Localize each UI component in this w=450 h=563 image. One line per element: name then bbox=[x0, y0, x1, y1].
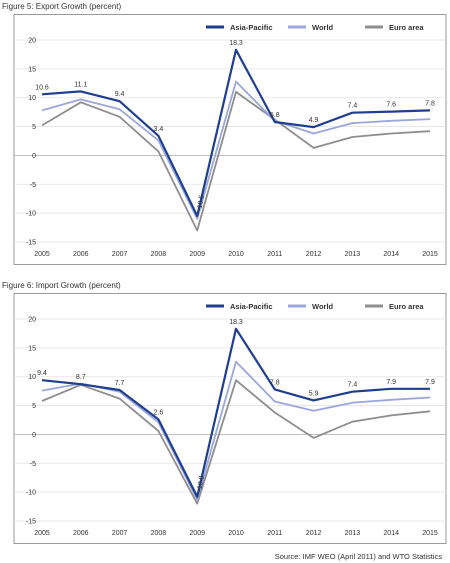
y-tick-label: -15 bbox=[26, 240, 36, 247]
data-label: 4.9 bbox=[309, 117, 319, 124]
x-tick-label: 2006 bbox=[73, 530, 89, 537]
data-label: -10.5 bbox=[196, 194, 206, 211]
y-tick-label: 15 bbox=[28, 345, 36, 352]
series-line-euro-area bbox=[41, 91, 431, 232]
x-tick-label: 2007 bbox=[112, 251, 128, 258]
y-tick-label: 5 bbox=[32, 403, 36, 410]
chart-frame bbox=[13, 293, 447, 544]
chart-frame bbox=[13, 14, 447, 265]
y-tick-label: 10 bbox=[28, 95, 36, 102]
x-tick-label: 2015 bbox=[422, 530, 438, 537]
data-label: 11.1 bbox=[74, 81, 87, 88]
x-tick-label: 2005 bbox=[34, 251, 50, 258]
data-label: 7.9 bbox=[386, 379, 396, 386]
legend-label: World bbox=[312, 302, 334, 311]
x-tick-label: 2007 bbox=[112, 530, 128, 537]
y-tick-label: -15 bbox=[26, 519, 36, 526]
x-tick-label: 2005 bbox=[34, 530, 50, 537]
x-tick-label: 2008 bbox=[151, 530, 167, 537]
y-tick-label: 5 bbox=[32, 124, 36, 131]
y-tick-label: 20 bbox=[28, 317, 36, 324]
x-tick-label: 2011 bbox=[267, 251, 282, 258]
x-tick-label: 2014 bbox=[383, 251, 399, 258]
data-label: 9.4 bbox=[37, 370, 47, 377]
legend-item-asia-pacific: Asia-Pacific bbox=[206, 302, 273, 311]
x-tick-label: 2006 bbox=[73, 251, 89, 258]
series-line-asia-pacific bbox=[41, 48, 431, 218]
y-tick-label: -5 bbox=[30, 182, 36, 189]
y-tick-label: -10 bbox=[26, 211, 36, 218]
y-tick-label: 0 bbox=[32, 432, 36, 439]
legend-label: Euro area bbox=[389, 302, 424, 311]
data-label: 18.3 bbox=[229, 40, 243, 47]
x-tick-label: 2012 bbox=[306, 530, 322, 537]
legend-item-world: World bbox=[288, 23, 334, 32]
x-tick-label: 2009 bbox=[189, 251, 205, 258]
legend-label: Euro area bbox=[389, 23, 424, 32]
legend-item-asia-pacific: Asia-Pacific bbox=[206, 23, 273, 32]
data-label: 18.3 bbox=[229, 319, 243, 326]
legend-item-euro-area: Euro area bbox=[365, 23, 424, 32]
x-tick-label: 2015 bbox=[422, 251, 438, 258]
data-label: 7.4 bbox=[348, 103, 358, 110]
data-label: 7.9 bbox=[425, 379, 435, 386]
data-label: 7.8 bbox=[425, 100, 435, 107]
data-label: 7.7 bbox=[115, 380, 125, 387]
data-label: 7.4 bbox=[348, 382, 358, 389]
source-note: Source: IMF WEO (April 2011) and WTO Sta… bbox=[274, 552, 442, 561]
figure-5-title: Figure 5: Export Growth (percent) bbox=[2, 2, 122, 11]
data-label: 7.6 bbox=[386, 102, 396, 109]
legend-label: Asia-Pacific bbox=[230, 302, 273, 311]
data-label: 10.6 bbox=[35, 84, 49, 91]
x-tick-label: 2013 bbox=[345, 530, 361, 537]
data-label: 8.7 bbox=[76, 374, 86, 381]
data-label: 7.8 bbox=[270, 379, 280, 386]
data-label: 3.4 bbox=[154, 126, 164, 133]
y-tick-label: -5 bbox=[30, 461, 36, 468]
x-tick-label: 2011 bbox=[267, 530, 282, 537]
legend-item-euro-area: Euro area bbox=[365, 302, 424, 311]
data-label: -10.8 bbox=[196, 475, 206, 492]
data-label: 5.9 bbox=[309, 390, 319, 397]
data-label: 9.4 bbox=[115, 91, 125, 98]
legend-label: Asia-Pacific bbox=[230, 23, 273, 32]
data-label: 5.8 bbox=[270, 112, 280, 119]
x-tick-label: 2012 bbox=[306, 251, 322, 258]
x-tick-label: 2013 bbox=[345, 251, 361, 258]
export-growth-chart: 20 15 10 5 0 -5 -10 -15 2005 2006 2007 2008 2009 2010… bbox=[2, 14, 448, 269]
y-tick-label: 10 bbox=[28, 374, 36, 381]
y-tick-label: -10 bbox=[26, 490, 36, 497]
x-tick-label: 2008 bbox=[151, 251, 167, 258]
legend-label: World bbox=[312, 23, 334, 32]
series-line-euro-area bbox=[41, 379, 431, 505]
x-tick-label: 2010 bbox=[228, 251, 244, 258]
x-tick-label: 2009 bbox=[189, 530, 205, 537]
data-label: 2.6 bbox=[154, 409, 164, 416]
x-tick-label: 2010 bbox=[228, 530, 244, 537]
y-tick-label: 20 bbox=[28, 38, 36, 45]
series-line-asia-pacific bbox=[41, 327, 430, 498]
legend-item-world: World bbox=[288, 302, 334, 311]
figure-6-title: Figure 6: Import Growth (percent) bbox=[2, 281, 121, 290]
x-tick-label: 2014 bbox=[383, 530, 399, 537]
y-tick-label: 0 bbox=[32, 153, 36, 160]
series-line-world bbox=[41, 80, 431, 220]
import-growth-chart: 20 15 10 5 0 -5 -10 -15 2005 2006 2007 2008 2009 2010… bbox=[2, 293, 448, 548]
y-tick-label: 15 bbox=[28, 66, 36, 73]
